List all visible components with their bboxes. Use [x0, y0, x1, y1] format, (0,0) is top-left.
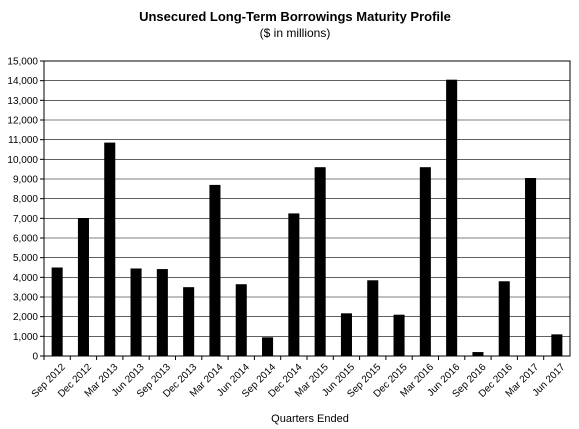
plot-frame [43, 60, 571, 357]
y-tick-label: 12,000 [7, 116, 38, 127]
y-tick-label: 2,000 [13, 312, 38, 323]
bar [525, 178, 537, 356]
y-tick-label: 14,000 [7, 76, 38, 87]
bar [393, 314, 405, 356]
bar [130, 268, 142, 356]
bar [77, 218, 89, 356]
bar [209, 184, 221, 356]
bar [104, 142, 116, 356]
y-tick-label: 1,000 [13, 332, 38, 343]
y-tick-label: 0 [32, 352, 38, 363]
bar [183, 287, 195, 356]
bar [446, 79, 458, 356]
bar [235, 284, 247, 356]
bars [51, 79, 563, 356]
y-tick-label: 6,000 [13, 234, 38, 245]
chart-subtitle: ($ in millions) [260, 26, 331, 40]
bar [498, 281, 510, 356]
gridlines [44, 80, 570, 337]
y-tick-label: 5,000 [13, 253, 38, 264]
y-tick-label: 9,000 [13, 175, 38, 186]
bar [367, 280, 379, 356]
y-tick-label: 7,000 [13, 214, 38, 225]
y-tick-label: 15,000 [7, 57, 38, 68]
bar [262, 337, 274, 356]
bar [340, 313, 352, 356]
bar [288, 213, 300, 356]
y-tick-label: 13,000 [7, 96, 38, 107]
bar [551, 334, 563, 356]
bar [472, 352, 484, 356]
y-tick-label: 11,000 [8, 135, 38, 146]
y-tick-label: 4,000 [13, 273, 38, 284]
bar [156, 269, 168, 356]
bar [314, 167, 326, 356]
bar [51, 267, 63, 356]
x-axis-title: Quarters Ended [271, 413, 349, 425]
y-tick-label: 8,000 [13, 194, 38, 205]
bar [419, 167, 431, 356]
y-tick-label: 3,000 [13, 293, 38, 304]
chart-title: Unsecured Long-Term Borrowings Maturity … [139, 9, 451, 24]
y-axis-ticks: 0 1,000 2,000 3,000 4,000 5,000 6,000 7,000 8,00… [7, 57, 44, 363]
y-tick-label: 10,000 [7, 155, 38, 166]
